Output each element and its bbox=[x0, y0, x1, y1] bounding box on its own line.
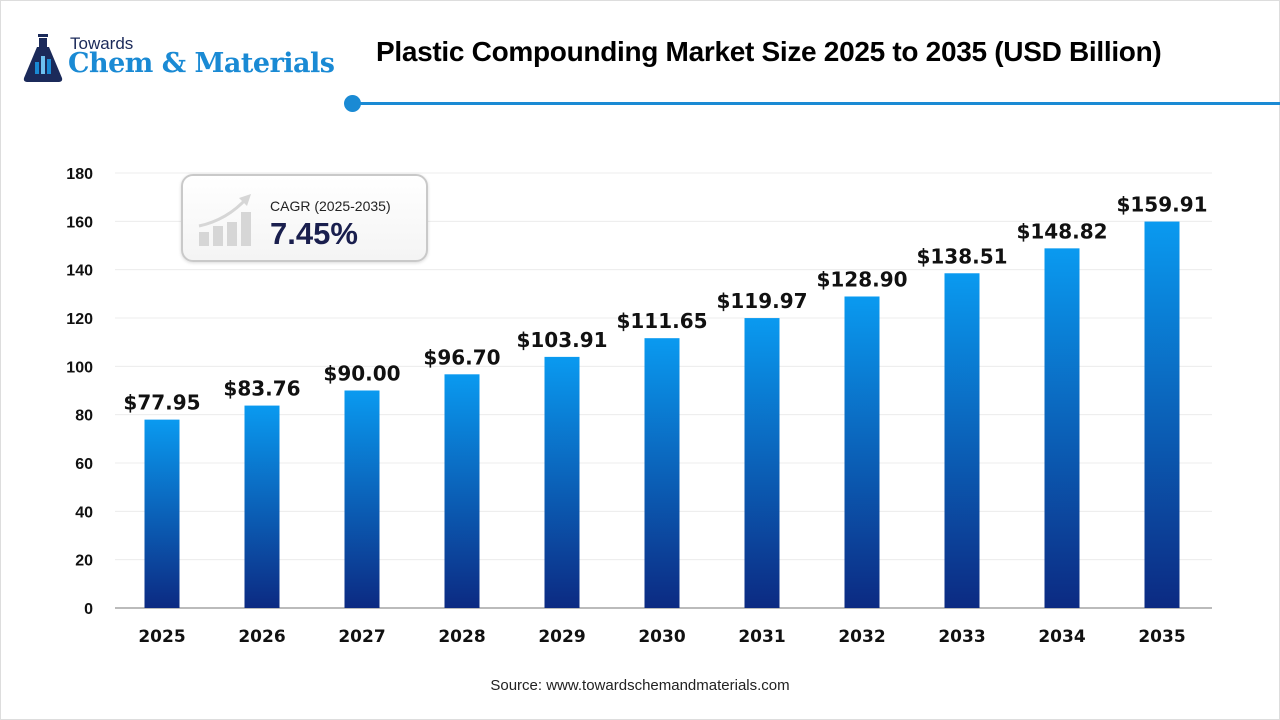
bar-2029 bbox=[544, 356, 580, 608]
data-label: $138.51 bbox=[916, 244, 1007, 268]
bar-2025 bbox=[144, 419, 180, 608]
bar-2034 bbox=[1044, 248, 1080, 608]
x-tick-label: 2035 bbox=[1138, 627, 1185, 647]
bar-2030 bbox=[644, 338, 680, 608]
data-label: $111.65 bbox=[616, 309, 707, 333]
x-tick-label: 2028 bbox=[438, 627, 485, 647]
logo-main: Chem & Materials bbox=[68, 48, 335, 79]
data-label: $159.91 bbox=[1116, 193, 1207, 217]
logo: Towards Chem & Materials bbox=[22, 34, 342, 84]
bar-2028 bbox=[444, 374, 480, 608]
x-tick-label: 2030 bbox=[638, 627, 685, 647]
data-label: $119.97 bbox=[716, 289, 807, 313]
chart-title: Plastic Compounding Market Size 2025 to … bbox=[376, 36, 1162, 67]
x-tick-label: 2026 bbox=[238, 627, 285, 647]
data-label: $103.91 bbox=[516, 328, 607, 352]
title-divider-dot bbox=[344, 95, 361, 112]
x-tick-label: 2025 bbox=[138, 627, 185, 647]
data-label: $83.76 bbox=[223, 377, 300, 401]
y-tick-label: 180 bbox=[66, 166, 93, 183]
y-tick-label: 80 bbox=[75, 408, 93, 425]
cagr-value: 7.45% bbox=[270, 216, 358, 251]
y-tick-label: 120 bbox=[66, 311, 93, 328]
title-divider bbox=[352, 102, 1280, 105]
y-tick-label: 140 bbox=[66, 263, 93, 280]
y-tick-label: 160 bbox=[66, 214, 93, 231]
logo-towards: Towards bbox=[70, 34, 134, 53]
y-tick-label: 100 bbox=[66, 359, 93, 376]
source-note: Source: www.towardschemandmaterials.com bbox=[490, 677, 790, 694]
bar-2032 bbox=[844, 296, 880, 608]
y-tick-label: 20 bbox=[75, 553, 93, 570]
data-label: $128.90 bbox=[816, 267, 907, 291]
x-tick-label: 2029 bbox=[538, 627, 585, 647]
y-tick-label: 0 bbox=[84, 601, 93, 618]
data-label: $90.00 bbox=[323, 362, 400, 386]
x-tick-label: 2027 bbox=[338, 627, 385, 647]
data-label: $148.82 bbox=[1016, 219, 1107, 243]
bar-2031 bbox=[744, 318, 780, 608]
cagr-box: CAGR (2025-2035) 7.45% bbox=[181, 174, 428, 262]
growth-chart-icon bbox=[198, 194, 251, 246]
bar-2027 bbox=[344, 390, 380, 608]
bar-2035 bbox=[1144, 221, 1180, 608]
x-tick-label: 2033 bbox=[938, 627, 985, 647]
data-label: $96.70 bbox=[423, 345, 500, 369]
cagr-label: CAGR (2025-2035) bbox=[270, 198, 391, 214]
bar-2026 bbox=[244, 405, 280, 608]
x-tick-label: 2034 bbox=[1038, 627, 1085, 647]
y-tick-label: 60 bbox=[75, 456, 93, 473]
bar-2033 bbox=[944, 273, 980, 608]
y-tick-label: 40 bbox=[75, 504, 93, 521]
x-tick-label: 2031 bbox=[738, 627, 785, 647]
data-label: $77.95 bbox=[123, 391, 200, 415]
flask-icon bbox=[23, 34, 63, 82]
x-tick-label: 2032 bbox=[838, 627, 885, 647]
